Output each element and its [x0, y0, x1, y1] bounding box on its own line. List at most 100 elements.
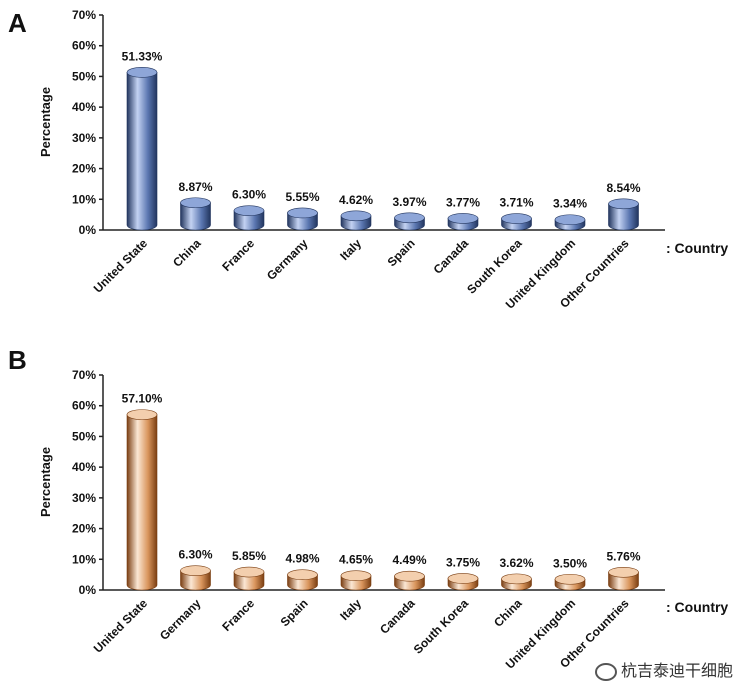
x-tick-label: South Korea [411, 596, 472, 657]
bar-top [126, 67, 158, 78]
panel-label: A [8, 8, 27, 38]
data-label: 6.30% [232, 188, 266, 202]
data-label: 57.10% [122, 392, 163, 406]
bar [180, 197, 211, 231]
data-label: 3.71% [499, 196, 533, 210]
x-tick-label: Italy [337, 596, 364, 623]
y-axis-label: Percentage [38, 447, 53, 517]
y-tick-label: 70% [72, 8, 96, 22]
data-label: 3.34% [553, 197, 587, 211]
x-tick-label: United State [91, 236, 151, 296]
bar [501, 573, 532, 591]
bar [180, 565, 211, 591]
data-label: 3.97% [392, 195, 426, 209]
bar [554, 573, 586, 591]
bar-body [126, 414, 158, 591]
bar-top [501, 213, 532, 224]
bar [394, 212, 425, 231]
data-label: 6.30% [178, 548, 212, 562]
x-tick-label: China [170, 236, 204, 270]
bar-top [287, 569, 318, 581]
bar-top [447, 573, 479, 584]
x-tick-label: France [219, 596, 257, 634]
bar [287, 569, 318, 591]
bar-top [180, 197, 211, 209]
y-tick-label: 50% [72, 69, 96, 83]
data-label: 8.54% [606, 181, 640, 195]
bar [447, 213, 479, 231]
bar [447, 573, 479, 591]
data-label: 5.85% [232, 549, 266, 563]
bar-body [126, 72, 158, 231]
watermark: 杭吉泰迪干细胞 [594, 657, 733, 681]
y-tick-label: 0% [79, 583, 97, 597]
y-tick-label: 0% [79, 223, 97, 237]
y-tick-label: 10% [72, 192, 96, 206]
y-tick-label: 40% [72, 100, 96, 114]
y-tick-label: 60% [72, 39, 96, 53]
y-tick-label: 50% [72, 429, 96, 443]
data-label: 4.65% [339, 553, 373, 567]
x-tick-label: Canada [431, 236, 472, 277]
y-tick-label: 60% [72, 399, 96, 413]
y-axis-label: Percentage [38, 87, 53, 157]
bar-top [233, 566, 265, 578]
data-label: 4.49% [392, 553, 426, 567]
bar-top [180, 565, 211, 576]
bar-top [340, 210, 372, 222]
y-tick-label: 30% [72, 131, 96, 145]
bar [126, 67, 158, 231]
x-tick-label: Germany [264, 236, 311, 283]
bar-body [180, 202, 211, 231]
x-tick-label: Spain [385, 236, 418, 269]
y-tick-label: 20% [72, 522, 96, 536]
y-tick-label: 20% [72, 162, 96, 176]
x-tick-label: United State [91, 596, 151, 656]
x-tick-label: Canada [377, 596, 418, 637]
x-axis-label: : Country [666, 599, 728, 615]
panel-label: B [8, 345, 27, 375]
bar [340, 570, 372, 591]
data-label: 51.33% [122, 49, 163, 63]
x-tick-label: Italy [337, 236, 364, 263]
x-axis-label: : Country [666, 240, 728, 256]
y-tick-label: 40% [72, 460, 96, 474]
watermark-text: 杭吉泰迪干细胞 [620, 661, 733, 680]
x-tick-label: Germany [157, 596, 204, 643]
bar-body [180, 570, 211, 591]
bar [608, 198, 639, 231]
bar [394, 570, 425, 591]
bar-top [608, 198, 639, 210]
bar [608, 567, 639, 591]
bar-body [608, 203, 639, 231]
bar [554, 214, 586, 231]
bar-top [287, 207, 318, 219]
data-label: 8.87% [178, 180, 212, 194]
bar-top [501, 573, 532, 585]
bar-top [233, 205, 265, 216]
data-label: 3.50% [553, 556, 587, 570]
bar [501, 213, 532, 231]
data-label: 4.98% [285, 552, 319, 566]
data-label: 5.55% [285, 190, 319, 204]
bar [126, 409, 158, 591]
y-tick-label: 30% [72, 491, 96, 505]
wechat-icon [594, 662, 617, 681]
bar [287, 207, 318, 231]
bar-top [447, 213, 479, 224]
data-label: 3.62% [499, 556, 533, 570]
bar-top [608, 567, 639, 578]
x-tick-label: Spain [278, 596, 311, 629]
data-label: 3.77% [446, 195, 480, 209]
chart-panel-a: A 0% 10% 20% 30% 40% 50% 60% 70% Percentage : Coun… [8, 8, 728, 312]
bar [233, 566, 265, 591]
bar-top [554, 573, 586, 585]
bar-top [554, 214, 586, 226]
data-label: 4.62% [339, 193, 373, 207]
bar-top [394, 570, 425, 582]
bar [233, 205, 265, 231]
x-tick-label: France [219, 236, 257, 274]
y-tick-label: 70% [72, 368, 96, 382]
chart-panel-b: B 0% 10% 20% 30% 40% 50% 60% 70% Percentage: Coun… [8, 345, 728, 672]
